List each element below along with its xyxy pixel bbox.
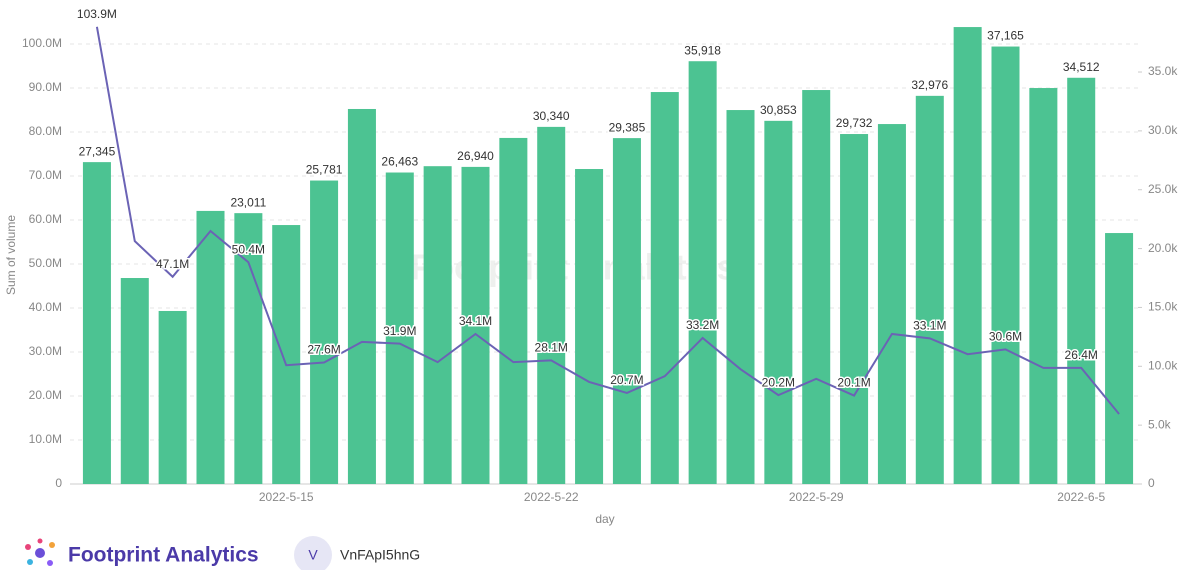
watermark: Footprint Analytics (410, 247, 737, 288)
data-label: 34,512 (1063, 60, 1100, 74)
y-tick-label: 10.0M (29, 432, 62, 446)
data-label: 27.6M (307, 343, 340, 357)
y2-tick-label: 30.0k (1148, 123, 1178, 137)
x-tick-label: 2022-5-29 (789, 490, 844, 504)
y-tick-label: 90.0M (29, 80, 62, 94)
bar (688, 61, 717, 485)
y-tick-label: 40.0M (29, 300, 62, 314)
footer-brand: Footprint Analytics (68, 544, 259, 567)
data-label: 26,940 (457, 149, 494, 163)
data-label: 47.1M (156, 257, 189, 271)
bar (764, 120, 793, 485)
data-label: 50.4M (232, 242, 265, 256)
bar (158, 310, 187, 484)
bar (612, 138, 641, 484)
bar (953, 27, 982, 484)
bar (575, 169, 604, 484)
y2-tick-label: 25.0k (1148, 182, 1178, 196)
data-label: 23,011 (230, 195, 266, 209)
avatar-letter: V (308, 547, 318, 563)
data-label: 30.6M (989, 330, 1022, 344)
data-label: 30,853 (760, 103, 797, 117)
bar (877, 124, 906, 484)
y2-tick-label: 20.0k (1148, 241, 1178, 255)
bar (385, 172, 414, 484)
y-tick-label: 70.0M (29, 168, 62, 182)
data-label: 29,732 (836, 116, 873, 130)
data-label: 28.1M (535, 341, 568, 355)
bar (650, 92, 679, 484)
data-label: 34.1M (459, 314, 492, 328)
line (95, 26, 1120, 415)
bar (82, 162, 111, 484)
y-tick-label: 0 (55, 476, 62, 490)
y2-tick-label: 5.0k (1148, 417, 1172, 431)
data-label: 35,918 (684, 43, 721, 57)
y2-tick-label: 10.0k (1148, 358, 1178, 372)
bar (802, 90, 831, 484)
bar (840, 134, 869, 485)
bar (1067, 77, 1096, 484)
data-label: 33.1M (913, 319, 946, 333)
data-label: 25,781 (306, 163, 343, 177)
y-tick-label: 80.0M (29, 124, 62, 138)
bar (991, 46, 1020, 485)
y-axis-label: Sum of volume (4, 215, 18, 295)
y-tick-label: 30.0M (29, 344, 62, 358)
bar (272, 225, 301, 484)
data-label: 27,345 (79, 144, 116, 158)
avatar[interactable] (294, 536, 332, 570)
y-tick-label: 60.0M (29, 212, 62, 226)
x-tick-label: 2022-5-15 (259, 490, 314, 504)
x-axis-label: day (595, 512, 614, 526)
bar (196, 210, 225, 484)
footer-logo (25, 538, 55, 566)
y2-tick-label: 0 (1148, 476, 1155, 490)
y2-tick-label: 15.0k (1148, 300, 1178, 314)
bar (120, 278, 149, 484)
data-label: 37,165 (987, 29, 1024, 43)
bar (234, 213, 263, 484)
data-label: 20.1M (837, 376, 870, 390)
x-tick-label: 2022-5-22 (524, 490, 579, 504)
bar (423, 166, 452, 484)
x-tick-label: 2022-6-5 (1057, 490, 1105, 504)
bar (310, 180, 339, 485)
data-label: 26,463 (381, 155, 418, 169)
y-tick-label: 20.0M (29, 388, 62, 402)
data-label: 26.4M (1065, 348, 1098, 362)
bar (537, 126, 566, 484)
y-tick-label: 100.0M (22, 36, 62, 50)
footer-user[interactable]: VnFApI5hnG (340, 547, 420, 563)
bar (461, 166, 490, 484)
y2-tick-label: 35.0k (1148, 64, 1178, 78)
bar (915, 95, 944, 485)
bar (347, 108, 376, 485)
data-label: 32,976 (911, 78, 948, 92)
data-label: 20.7M (610, 373, 643, 387)
bar (499, 137, 528, 484)
bar (726, 110, 755, 485)
bar (1105, 233, 1134, 484)
data-label: 29,385 (609, 120, 646, 134)
data-label: 103.9M (77, 7, 117, 21)
bar (1029, 88, 1058, 484)
data-label: 31.9M (383, 324, 416, 338)
data-label: 20.2M (762, 375, 795, 389)
y-tick-label: 50.0M (29, 256, 62, 270)
data-label: 33.2M (686, 318, 719, 332)
data-label: 30,340 (533, 109, 570, 123)
